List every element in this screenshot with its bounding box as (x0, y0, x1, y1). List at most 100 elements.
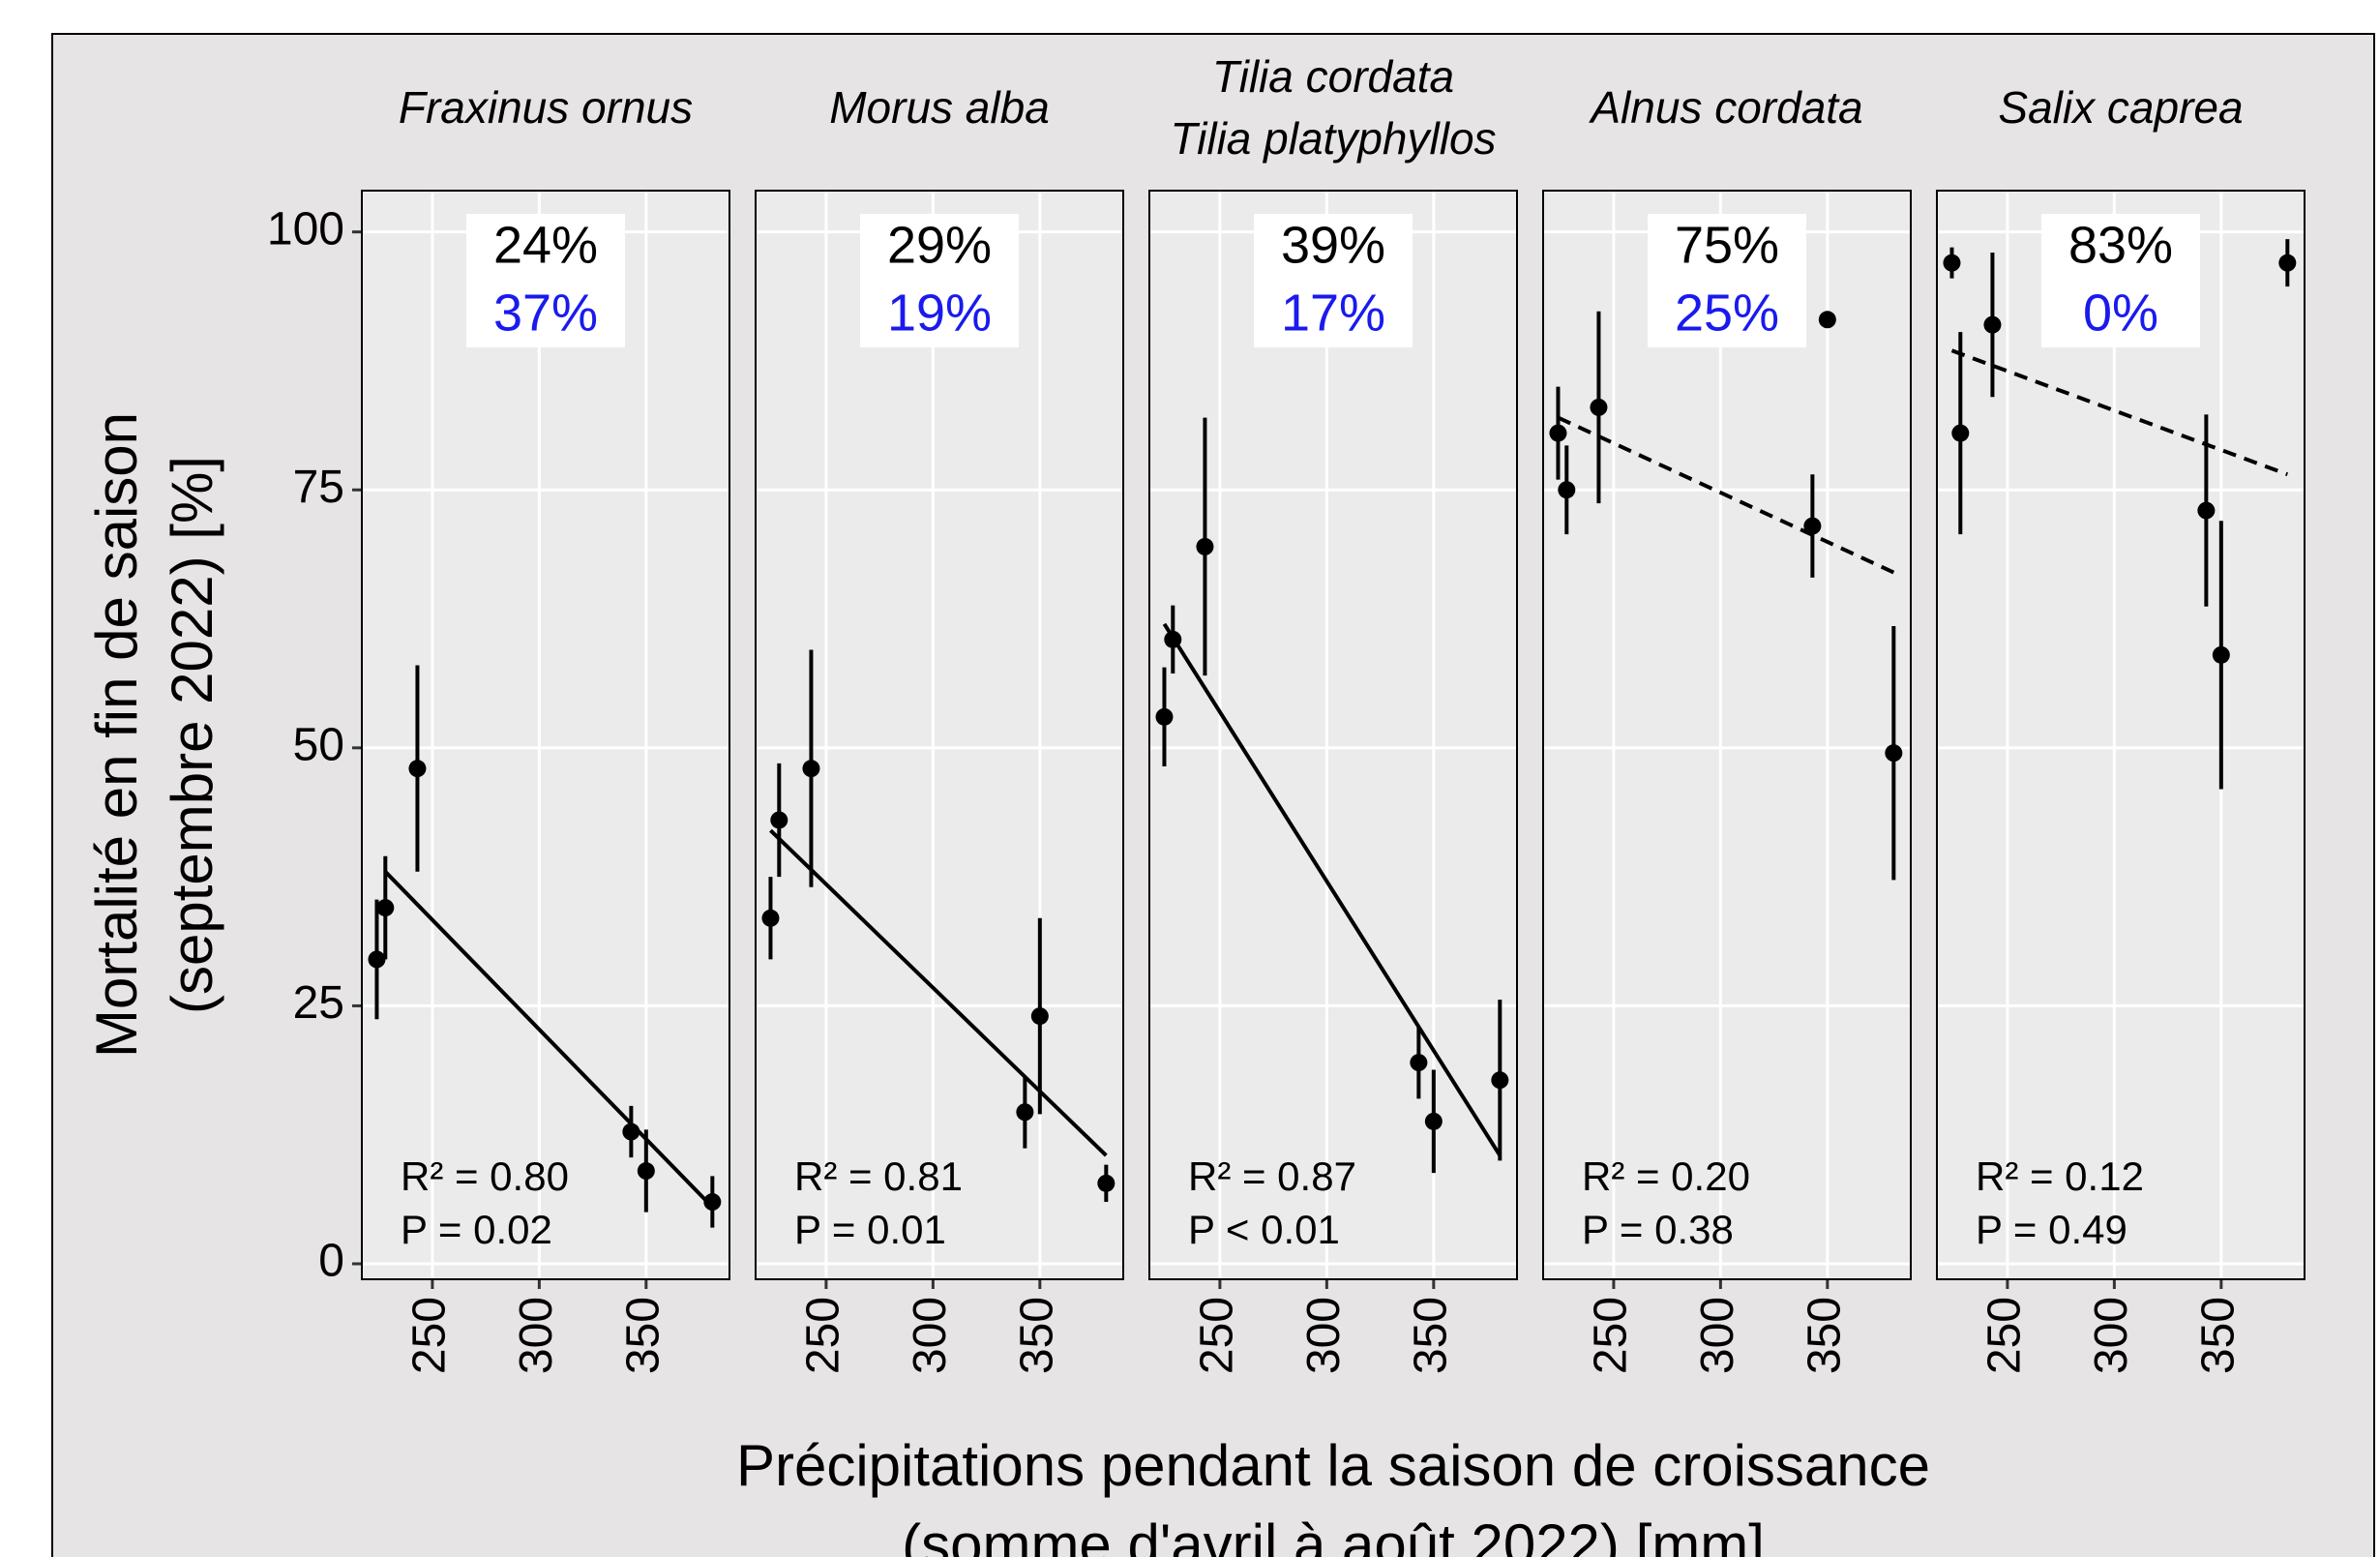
x-tick-label: 300 (1692, 1297, 1743, 1374)
y-axis-label: (septembre 2022) [%] (160, 456, 224, 1014)
x-tick-label: 300 (905, 1297, 956, 1374)
panel-border (1542, 190, 1912, 1280)
facet-title: Tilia cordata (1212, 51, 1454, 102)
percent-label: 83% (2068, 216, 2173, 274)
y-tick-label: 50 (293, 720, 344, 771)
percent-label: 29% (887, 216, 992, 274)
facet-title: Fraxinus ornus (399, 82, 693, 133)
point (770, 811, 788, 829)
percent-label: 0% (2083, 284, 2158, 342)
stat-label: R² = 0.87 (1188, 1153, 1356, 1199)
x-tick-label: 250 (1586, 1297, 1637, 1374)
x-tick-label: 300 (2086, 1297, 2137, 1374)
stat-label: P < 0.01 (1188, 1207, 1340, 1252)
point (1818, 311, 1836, 329)
panel-background (756, 191, 1123, 1279)
percent-label: 24% (493, 216, 598, 274)
stat-label: R² = 0.80 (401, 1153, 569, 1199)
point (2197, 501, 2216, 520)
point (703, 1193, 722, 1212)
stat-label: R² = 0.20 (1582, 1153, 1750, 1199)
point (1030, 1007, 1049, 1026)
x-tick-label: 250 (1192, 1297, 1243, 1374)
fit-line (383, 870, 714, 1209)
x-tick-label: 350 (618, 1297, 669, 1374)
y-tick-label: 100 (267, 203, 344, 255)
facet-title: Salix caprea (1998, 82, 2243, 133)
y-tick-label: 75 (293, 462, 344, 513)
point (802, 760, 820, 778)
point (1983, 315, 2002, 334)
x-tick-label: 300 (511, 1297, 562, 1374)
annotation-box (1648, 214, 1806, 347)
stat-label: P = 0.02 (401, 1207, 552, 1252)
x-tick-label: 350 (1406, 1297, 1457, 1374)
annotation-box (466, 214, 625, 347)
fit-line (1162, 622, 1502, 1157)
percent-label: 25% (1675, 284, 1779, 342)
stat-label: P = 0.38 (1582, 1207, 1734, 1252)
point (376, 899, 395, 917)
point (1016, 1103, 1034, 1122)
panel-background (362, 191, 729, 1279)
panel-background (1149, 191, 1517, 1279)
point (2278, 254, 2297, 272)
stat-label: P = 0.49 (1976, 1207, 2127, 1252)
annotation-box (1254, 214, 1413, 347)
point (368, 950, 386, 969)
point (1549, 424, 1567, 442)
point (408, 760, 427, 778)
panel-border (1148, 190, 1518, 1280)
point (1097, 1174, 1116, 1192)
annotation-box (2041, 214, 2200, 347)
point (1951, 424, 1970, 442)
point (1491, 1071, 1509, 1090)
facet-title: Alnus cordata (1588, 82, 1862, 133)
point (637, 1162, 655, 1181)
panel-border (755, 190, 1124, 1280)
percent-label: 19% (887, 284, 992, 342)
point (1196, 537, 1214, 555)
panel-border (1936, 190, 2306, 1280)
x-axis-label: (somme d'avril à août 2022) [mm] (902, 1512, 1765, 1557)
y-tick-label: 0 (318, 1236, 344, 1287)
point (1424, 1112, 1443, 1130)
x-tick-label: 300 (1298, 1297, 1350, 1374)
percent-label: 37% (493, 284, 598, 342)
x-tick-label: 250 (1979, 1297, 2031, 1374)
point (1558, 481, 1576, 499)
annotation-box (860, 214, 1019, 347)
point (1803, 517, 1822, 535)
panel-background (1937, 191, 2305, 1279)
point (2212, 645, 2230, 664)
x-tick-label: 350 (1012, 1297, 1063, 1374)
point (761, 909, 780, 927)
percent-label: 39% (1281, 216, 1385, 274)
stat-label: R² = 0.12 (1976, 1153, 2144, 1199)
point (1943, 254, 1961, 272)
stat-label: P = 0.01 (794, 1207, 946, 1252)
percent-label: 17% (1281, 284, 1385, 342)
facet-title: Tilia platyphyllos (1170, 113, 1496, 164)
y-tick-label: 25 (293, 977, 344, 1029)
fit-line (1950, 348, 2289, 477)
x-tick-label: 250 (798, 1297, 849, 1374)
x-tick-label: 350 (2193, 1297, 2245, 1374)
point (1590, 398, 1608, 416)
fit-line (1557, 415, 1895, 575)
x-tick-label: 250 (404, 1297, 456, 1374)
point (1410, 1054, 1428, 1072)
facet-title: Morus alba (829, 82, 1050, 133)
stat-label: R² = 0.81 (794, 1153, 963, 1199)
point (1885, 744, 1903, 763)
point (1155, 707, 1174, 726)
fit-line (769, 828, 1108, 1157)
panel-border (361, 190, 730, 1280)
percent-label: 75% (1675, 216, 1779, 274)
x-tick-label: 350 (1800, 1297, 1851, 1374)
x-axis-label: Précipitations pendant la saison de croi… (736, 1433, 1930, 1498)
panel-background (1543, 191, 1911, 1279)
y-axis-label: Mortalité en fin de saison (84, 412, 149, 1058)
